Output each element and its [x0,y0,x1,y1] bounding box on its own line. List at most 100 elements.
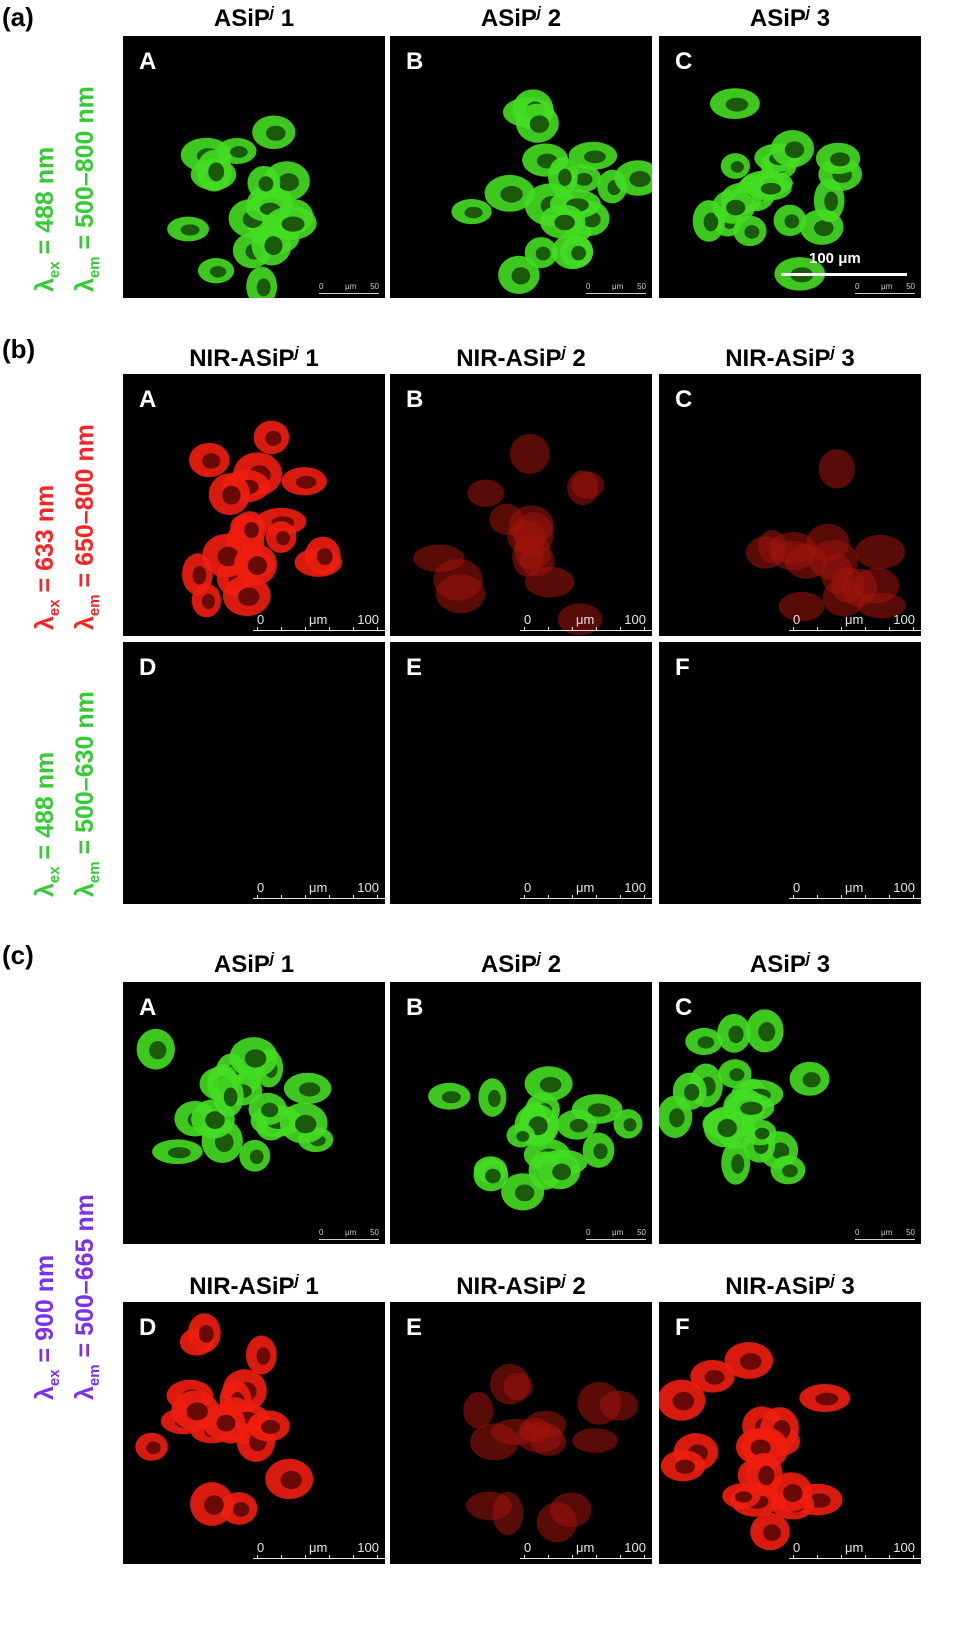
scale-tick [572,1555,573,1559]
cell-nucleus [734,1491,753,1503]
cell-nucleus [222,485,241,505]
scale-tick [548,627,549,631]
scale-bar-line [781,273,907,276]
title-number: 1 [280,5,295,32]
title-superscript: j [561,1272,566,1289]
scale-end: 100 [893,1540,915,1555]
scale-tick [548,1555,549,1559]
panel-letter: C [675,386,693,413]
scale-start: 0 [524,1540,532,1555]
scale-tick [596,1555,597,1559]
scale-tick [305,1555,306,1559]
lambda-em-value: = 500–665 nm [71,1194,99,1358]
scale-bar-large: 0 μm 100 [789,880,921,902]
cell-nucleus [238,587,260,606]
cell-nucleus [485,1168,501,1184]
scale-bar-100um: 100 μm [781,250,907,276]
cell-image [451,89,652,294]
scale-tick [793,627,794,631]
cell [746,536,785,569]
cell-nucleus [258,176,274,192]
lambda-em-value: = 650–800 nm [71,424,99,588]
micrograph-panel: C 0 μm 50 100 μm [659,36,921,298]
title-superscript: j [536,950,542,967]
scale-tick [644,1555,645,1559]
cell-nucleus [830,152,851,167]
column-title: NIR-ASiPj 3 [655,1272,925,1301]
scale-tick [596,627,597,631]
cell-nucleus [697,1036,715,1049]
panel-letter: B [406,386,424,413]
cell-image [659,1341,851,1551]
title-name: ASiP [749,5,806,32]
scale-tick [644,627,645,631]
column-title: ASiPj 3 [655,950,925,979]
cell [599,1390,639,1421]
cell-nucleus [575,173,593,186]
micrograph-panel: D 0 μm 100 [123,642,385,904]
scale-tick [377,627,378,631]
lambda-ex: λex = 900 nm [30,1150,70,1400]
cell [503,1372,533,1401]
cell-nucleus [205,1111,225,1129]
cell-nucleus [264,236,283,256]
scale-start: 0 [586,282,591,291]
scale-line [520,898,652,899]
lambda-ex-sub: ex [46,261,63,279]
title-name: ASiP [213,951,270,978]
title-superscript: j [269,950,275,967]
column-title: NIR-ASiPj 2 [386,344,656,373]
title-superscript: j [536,4,542,21]
cell [818,449,855,489]
cell-image [746,449,906,622]
scale-line [253,898,385,899]
scale-tick [353,895,354,899]
title-number: 3 [841,345,855,372]
lambda-em-value: = 500–800 nm [71,86,99,250]
scale-unit: μm [612,282,624,291]
cell-nucleus [266,125,286,141]
panel-letter: E [406,1314,423,1341]
panel-letter: F [675,654,690,681]
scale-bar-small: 0 μm 50 [586,280,646,296]
title-name: ASiP [480,5,537,32]
cell-nucleus [294,1114,317,1134]
cell-nucleus [192,565,207,585]
cell [536,1502,578,1543]
scale-tick [329,627,330,631]
title-name: NIR-ASiP [456,345,562,372]
cell [435,574,486,614]
scale-tick [353,627,354,631]
micrograph-panel: F 0 μm 100 [659,1302,921,1564]
scale-tick [841,895,842,899]
cell-nucleus [675,1459,696,1474]
cell-nucleus [587,1103,611,1117]
cell [778,591,825,622]
scale-start: 0 [855,282,860,291]
scale-tick [620,895,621,899]
micrograph-panel: C 0 μm 100 [659,374,921,636]
cell-nucleus [758,1465,775,1486]
scale-start: 0 [257,1540,265,1555]
scale-tick [524,627,525,631]
column-title: ASiPj 2 [386,950,656,979]
scale-line [789,898,921,899]
title-number: 3 [816,5,831,32]
section-label-text: (a) [2,2,34,32]
lambda-ex: λex = 633 nm [30,380,70,630]
cell-nucleus [703,212,719,232]
micrograph-panel: B 0 μm 50 [390,982,652,1244]
scale-bar-small: 0 μm 50 [855,280,915,296]
cell-nucleus [256,278,271,297]
cell-nucleus [265,430,282,446]
title-superscript: j [269,4,275,21]
panel-letter: C [675,48,693,75]
scale-tick [353,1555,354,1559]
title-number: 2 [572,1273,586,1300]
lambda-em-value: = 500–630 nm [71,691,99,855]
cell-nucleus [783,1484,803,1502]
cell [806,523,850,562]
cell-nucleus [198,1325,214,1343]
cell-image [659,1009,830,1185]
cell-nucleus [216,1414,236,1432]
